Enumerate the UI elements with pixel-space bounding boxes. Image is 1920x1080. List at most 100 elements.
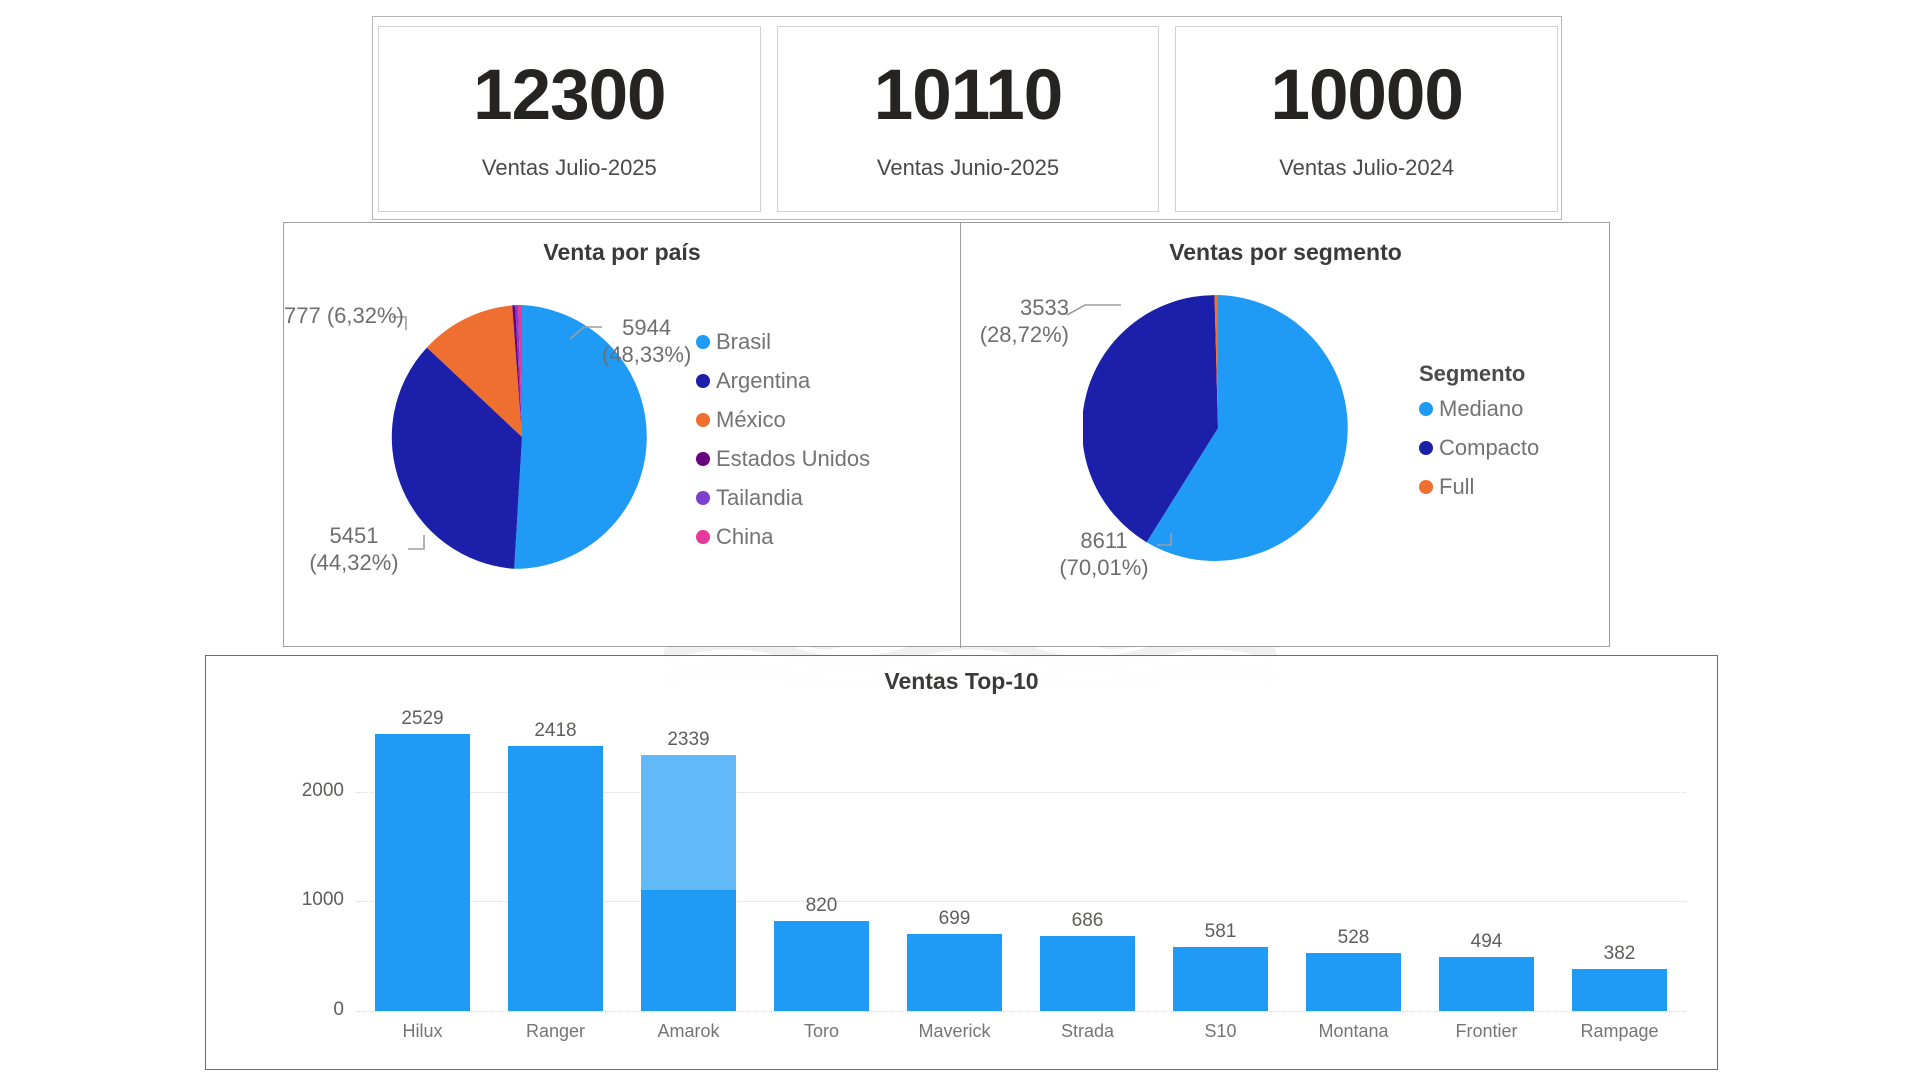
legend-label: Compacto <box>1439 435 1540 460</box>
x-axis-category-label[interactable]: Montana <box>1318 1021 1389 1041</box>
kpi-card-julio-2025[interactable]: 12300 Ventas Julio-2025 <box>378 26 761 212</box>
pie-label-compacto-value: 3533 <box>1020 295 1069 320</box>
bar-rect[interactable] <box>1172 947 1269 1011</box>
bar-column[interactable]: 528 Montana <box>1305 726 1402 1041</box>
pie-country-legend: Brasil Argentina México Estados Unidos T… <box>696 329 870 563</box>
bar-column[interactable]: 2529 Hilux <box>374 708 471 1041</box>
bar-column[interactable]: 820 Toro <box>773 726 870 1041</box>
legend-item-china[interactable]: China <box>696 524 870 550</box>
kpi-card-julio-2024[interactable]: 10000 Ventas Julio-2024 <box>1175 26 1559 212</box>
bar-rect[interactable] <box>1438 956 1535 1011</box>
legend-label: Argentina <box>716 368 811 393</box>
legend-dot-icon <box>1419 441 1433 455</box>
bar-highlight-overlay <box>640 754 737 891</box>
y-axis-tick-label: 0 <box>333 999 344 1020</box>
legend-label: México <box>716 407 786 432</box>
bar-rect[interactable] <box>640 754 737 1011</box>
x-axis-category-label[interactable]: S10 <box>1204 1021 1237 1041</box>
legend-dot-icon <box>696 491 710 505</box>
x-axis-category-label[interactable]: Toro <box>803 1021 839 1041</box>
pie-country-leaders <box>392 316 602 550</box>
pie-label-argentina-value: 5451 <box>329 523 379 548</box>
chart-venta-por-pais[interactable]: Venta por país <box>284 223 960 648</box>
pie-label-compacto-percent: (28,72%) <box>979 321 1069 347</box>
pie-label-mediano-value: 8611 <box>1080 528 1128 553</box>
x-axis-category-label[interactable]: Hilux <box>402 1021 443 1041</box>
legend-item-argentina[interactable]: Argentina <box>696 368 870 394</box>
pie-label-argentina-percent: (44,32%) <box>309 549 399 575</box>
legend-dot-icon <box>696 413 710 427</box>
bar-rect[interactable] <box>773 921 870 1011</box>
bar-column[interactable]: 382 Rampage <box>1571 726 1668 1041</box>
legend-label: Tailandia <box>716 485 803 510</box>
chart-ventas-por-segmento[interactable]: Ventas por segmento 3533 (28,72%) 8611 (… <box>961 223 1610 648</box>
kpi-value: 10110 <box>873 55 1064 135</box>
x-axis-category-label[interactable]: Rampage <box>1580 1021 1659 1041</box>
pie-label-brasil-value: 5944 <box>622 315 672 340</box>
bar-column[interactable]: 686 Strada <box>1039 726 1136 1041</box>
pie-label-mediano-percent: (70,01%) <box>1059 554 1149 580</box>
bar-rect[interactable] <box>1039 935 1136 1011</box>
legend-item-full[interactable]: Full <box>1419 474 1539 500</box>
bar-rect[interactable] <box>507 745 604 1011</box>
chart-ventas-top-10[interactable]: Ventas Top-10 0 1000 2000 2529 Hilux 2418 Rang… <box>205 655 1718 1070</box>
y-axis-tick-label: 1000 <box>301 889 344 911</box>
bar-value-label: 820 <box>805 895 838 917</box>
legend-label: Mediano <box>1439 396 1524 421</box>
legend-title: Segmento <box>1419 361 1526 386</box>
x-axis-category-label[interactable]: Strada <box>1060 1021 1114 1041</box>
chart-title: Ventas Top-10 <box>884 668 1039 694</box>
legend-dot-icon <box>1419 480 1433 494</box>
bar-value-label: 382 <box>1603 943 1636 965</box>
bar-rect[interactable] <box>906 934 1003 1011</box>
chart-title: Ventas por segmento <box>1169 239 1402 265</box>
chart-title: Venta por país <box>543 239 701 265</box>
x-axis-category-label[interactable]: Maverick <box>918 1021 991 1041</box>
bar-plot-area[interactable]: 0 1000 2000 2529 Hilux 2418 Ranger 2339 Amarok 82… <box>206 656 1717 1069</box>
legend-item-mediano[interactable]: Mediano <box>1419 396 1539 422</box>
bar-rect[interactable] <box>374 733 471 1011</box>
bar-value-label: 528 <box>1337 927 1370 949</box>
legend-label: China <box>716 524 774 549</box>
y-axis-tick-label: 2000 <box>301 779 344 801</box>
x-axis-category-label[interactable]: Ranger <box>525 1021 585 1041</box>
kpi-label: Ventas Junio-2025 <box>876 154 1060 180</box>
bar-rect[interactable] <box>1305 953 1402 1011</box>
bar-value-label: 699 <box>938 908 971 930</box>
pie-label-argentina: 5451 (44,32%) <box>284 523 424 577</box>
legend-dot-icon <box>1419 402 1433 416</box>
x-axis-category-label[interactable]: Amarok <box>657 1021 720 1041</box>
bar-rect[interactable] <box>1571 969 1668 1011</box>
pie-charts-band: Venta por país <box>283 222 1610 648</box>
pie-label-brasil: 5944 (48,33%) <box>602 315 691 369</box>
bar-value-label: 2339 <box>667 728 710 750</box>
pie-segment-legend: Segmento Mediano Compacto Full <box>1419 361 1539 513</box>
bar-value-label: 2529 <box>401 707 444 729</box>
gridline <box>356 1011 1686 1012</box>
legend-label: Full <box>1439 474 1475 499</box>
legend-dot-icon <box>696 335 710 349</box>
bar-value-label: 494 <box>1470 930 1503 952</box>
pie-segment-svg[interactable] <box>1083 293 1353 563</box>
legend-item-mexico[interactable]: México <box>696 407 870 433</box>
x-axis-category-label[interactable]: Frontier <box>1455 1021 1518 1041</box>
kpi-band: 12300 Ventas Julio-2025 10110 Ventas Jun… <box>372 16 1562 220</box>
legend-dot-icon <box>696 374 710 388</box>
bar-column[interactable]: 2339 Amarok <box>640 726 737 1041</box>
bar-column[interactable]: 2418 Ranger <box>507 720 604 1041</box>
legend-dot-icon <box>696 452 710 466</box>
bar-column[interactable]: 581 S10 <box>1172 726 1269 1041</box>
bar-column[interactable]: 494 Frontier <box>1438 726 1535 1041</box>
bar-value-label: 2418 <box>534 719 577 741</box>
pie-country-svg[interactable] <box>388 303 656 571</box>
legend-item-tailandia[interactable]: Tailandia <box>696 485 870 511</box>
legend-item-compacto[interactable]: Compacto <box>1419 435 1539 461</box>
gridline <box>356 791 1686 793</box>
legend-item-brasil[interactable]: Brasil <box>696 329 870 355</box>
bar-column[interactable]: 699 Maverick <box>906 726 1003 1041</box>
pie-label-mediano: 8611 (70,01%) <box>1049 528 1159 582</box>
kpi-card-junio-2025[interactable]: 10110 Ventas Junio-2025 <box>776 26 1160 212</box>
legend-item-estados-unidos[interactable]: Estados Unidos <box>696 446 870 472</box>
legend-dot-icon <box>696 530 710 544</box>
